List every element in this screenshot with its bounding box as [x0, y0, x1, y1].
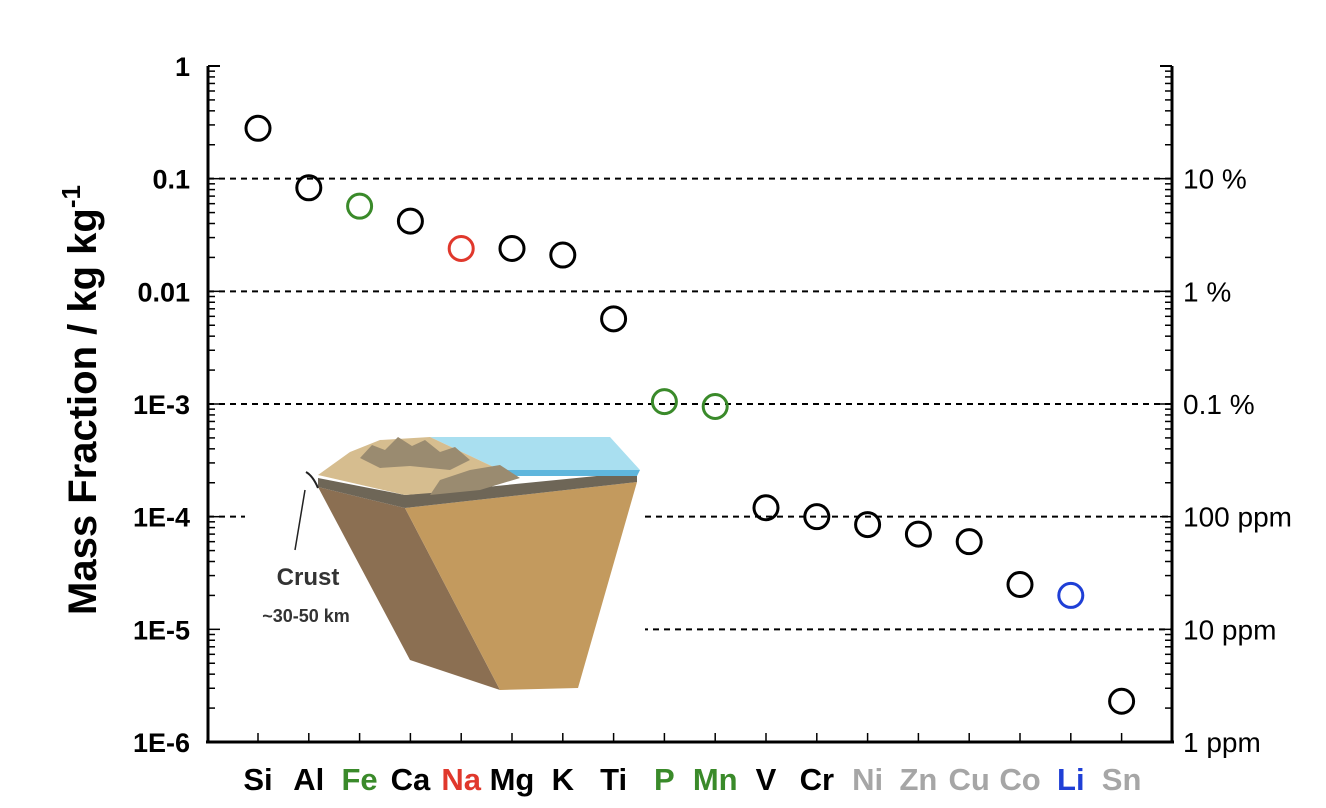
y-tick-label: 1E-5 — [133, 615, 190, 645]
y-axis-label-superscript: -1 — [56, 185, 86, 208]
x-tick-label-co: Co — [999, 762, 1040, 797]
x-tick-label-cr: Cr — [800, 762, 834, 797]
x-tick-label-k: K — [552, 762, 575, 797]
x-tick-label-v: V — [756, 762, 777, 797]
data-point-na — [447, 234, 475, 262]
x-tick-labels: Si Al Fe Ca Na Mg K Ti P Mn V Cr Ni Zn Cu Co Li Sn — [243, 762, 1141, 797]
right-tick-label: 0.1 % — [1183, 389, 1255, 420]
x-tick-label-li: Li — [1057, 762, 1085, 797]
right-tick-label: 1 % — [1183, 276, 1231, 307]
data-point-cu — [955, 528, 983, 556]
right-tick-label: 10 % — [1183, 164, 1247, 195]
data-point-li — [1057, 581, 1085, 609]
x-tick-label-sn: Sn — [1102, 762, 1142, 797]
data-point-cr — [803, 503, 831, 531]
y-tick-label: 1 — [175, 52, 190, 82]
data-point-p — [650, 388, 678, 416]
right-tick-label: 10 ppm — [1183, 614, 1276, 645]
data-point-k — [549, 241, 577, 269]
y-axis-label: Mass Fraction / kg kg-1 — [56, 185, 105, 615]
crust-label: Crust — [277, 564, 340, 591]
grid-lines — [208, 177, 1172, 631]
y-tick-label: 0.1 — [152, 165, 190, 195]
data-point-co — [1006, 570, 1034, 598]
data-point-ca — [396, 207, 424, 235]
x-tick-label-p: P — [654, 762, 675, 797]
data-points — [244, 114, 1136, 715]
y-tick-labels: 1 0.1 0.01 1E-3 1E-4 1E-5 1E-6 — [133, 52, 190, 758]
x-tick-label-mn: Mn — [693, 762, 738, 797]
right-tick-labels: 10 % 1 % 0.1 % 100 ppm 10 ppm 1 ppm — [1183, 164, 1292, 758]
crust-inset-illustration: Crust ~30-50 km — [262, 437, 645, 695]
data-point-v — [752, 494, 780, 522]
right-tick-label: 1 ppm — [1183, 727, 1261, 758]
data-point-al — [295, 174, 323, 202]
x-tick-label-na: Na — [441, 762, 481, 797]
y-tick-label: 0.01 — [137, 277, 190, 307]
minor-ticks — [208, 65, 1172, 743]
y-tick-label: 1E-4 — [133, 503, 190, 533]
x-tick-label-zn: Zn — [899, 762, 937, 797]
x-tick-label-fe: Fe — [342, 762, 378, 797]
data-point-zn — [904, 520, 932, 548]
data-point-mn — [701, 393, 729, 421]
data-point-mg — [498, 234, 526, 262]
crust-depth-label: ~30-50 km — [262, 606, 350, 626]
x-tick-label-ca: Ca — [391, 762, 431, 797]
x-tick-label-ni: Ni — [852, 762, 883, 797]
x-tick-label-cu: Cu — [949, 762, 990, 797]
data-point-si — [244, 114, 272, 142]
data-point-ni — [854, 511, 882, 539]
data-point-sn — [1108, 687, 1136, 715]
y-tick-label: 1E-6 — [133, 728, 190, 758]
x-ticks — [257, 733, 1123, 742]
data-point-fe — [346, 192, 374, 220]
x-tick-label-ti: Ti — [600, 762, 627, 797]
x-tick-label-al: Al — [293, 762, 324, 797]
right-tick-label: 100 ppm — [1183, 502, 1292, 533]
data-point-ti — [600, 305, 628, 333]
x-tick-label-mg: Mg — [490, 762, 535, 797]
y-axis-label-text: Mass Fraction / kg kg — [61, 208, 105, 615]
x-tick-label-si: Si — [243, 762, 272, 797]
y-tick-label: 1E-3 — [133, 390, 190, 420]
